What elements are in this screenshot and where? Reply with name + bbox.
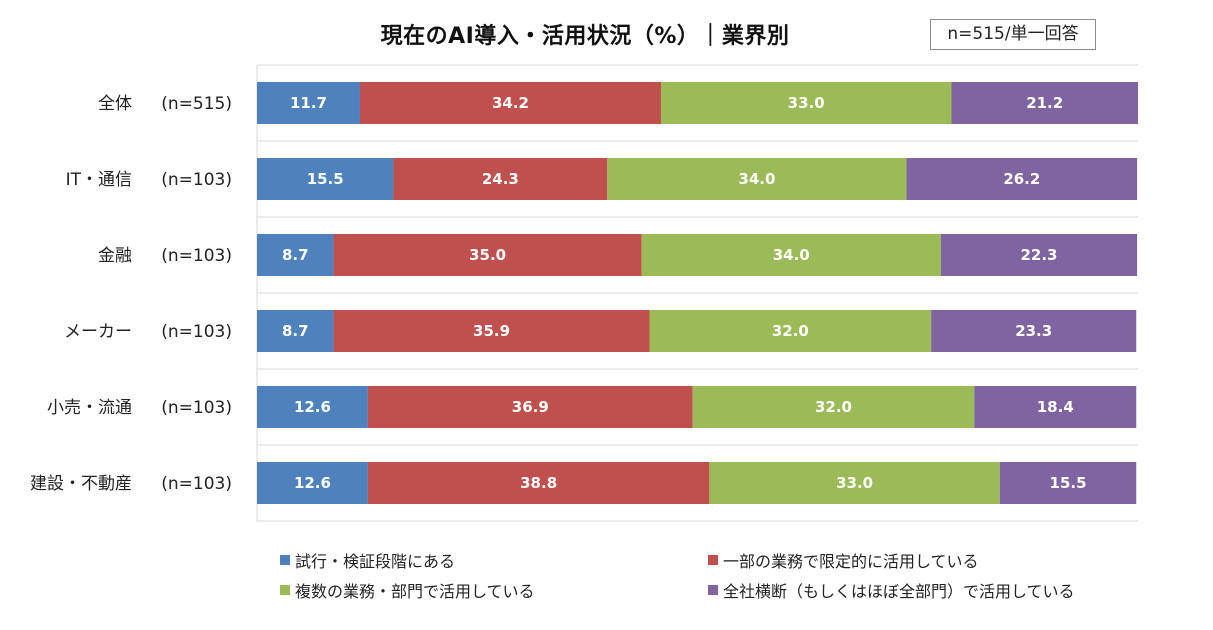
bar-segment	[333, 234, 642, 276]
category-label: IT・通信	[66, 170, 132, 190]
category-sample-size: (n=515)	[161, 94, 232, 114]
data-label: 15.5	[1050, 474, 1087, 492]
data-label: 12.6	[294, 474, 331, 492]
category-labels: 全体 (n=515) IT・通信 (n=103) 金融 (n=103) メーカー (n=103…	[30, 94, 232, 494]
data-label: 23.3	[1015, 322, 1052, 340]
bar-segment	[641, 234, 941, 276]
sample-size-note: n=515/単一回答	[930, 19, 1096, 50]
bar-segment	[974, 386, 1137, 428]
bar-segment	[999, 462, 1137, 504]
bar-segment	[660, 82, 952, 124]
category-sample-size: (n=103)	[161, 474, 232, 494]
bar-segment	[709, 462, 1000, 504]
legend-swatch-blue	[280, 555, 290, 565]
data-label: 12.6	[294, 398, 331, 416]
data-label: 8.7	[282, 246, 309, 264]
bar-segment	[607, 158, 907, 200]
data-label: 35.9	[473, 322, 510, 340]
bars: 11.7 34.2 33.0 21.2 15.5 24.3 34.0 26.2 8.7 35.0 3…	[257, 82, 1138, 504]
category-sample-size: (n=103)	[161, 170, 232, 190]
bar-segment	[359, 82, 661, 124]
legend-swatch-red	[708, 555, 718, 565]
bar-segment	[257, 462, 368, 504]
data-label: 8.7	[282, 322, 309, 340]
legend-item-company-wide: 全社横断（もしくはほぼ全部門）で活用している	[708, 578, 1075, 602]
bar-segment	[367, 386, 693, 428]
data-label: 26.2	[1003, 170, 1040, 188]
category-sample-size: (n=103)	[161, 398, 232, 418]
bar-segment	[931, 310, 1137, 352]
bar-segment	[940, 234, 1138, 276]
data-label: 36.9	[512, 398, 549, 416]
data-label: 33.0	[836, 474, 873, 492]
legend-label: 一部の業務で限定的に活用している	[723, 552, 979, 571]
legend-item-partial: 一部の業務で限定的に活用している	[708, 548, 979, 572]
bar-segment	[906, 158, 1138, 200]
category-label: 全体	[98, 94, 132, 114]
bar-segment	[393, 158, 608, 200]
category-label: 建設・不動産	[30, 474, 132, 494]
legend-swatch-purple	[708, 585, 718, 595]
category-label: 金融	[98, 246, 132, 266]
bar-segment	[257, 82, 360, 124]
bar-segment	[367, 462, 710, 504]
data-label: 35.0	[469, 246, 506, 264]
data-label: 33.0	[788, 94, 825, 112]
data-label: 22.3	[1020, 246, 1057, 264]
category-sample-size: (n=103)	[161, 246, 232, 266]
category-label: 小売・流通	[47, 398, 132, 418]
bar-segment	[257, 310, 334, 352]
data-label: 24.3	[482, 170, 519, 188]
data-label: 32.0	[772, 322, 809, 340]
legend-label: 試行・検証段階にある	[295, 552, 456, 571]
data-label: 38.8	[520, 474, 557, 492]
chart-title: 現在のAI導入・活用状況（%）｜業界別	[380, 24, 790, 49]
bar-segment	[257, 158, 394, 200]
bar-segment	[257, 234, 334, 276]
data-label: 34.2	[492, 94, 529, 112]
legend-label: 複数の業務・部門で活用している	[295, 582, 535, 601]
legend-label: 全社横断（もしくはほぼ全部門）で活用している	[723, 582, 1075, 601]
data-label: 34.0	[738, 170, 775, 188]
legend-swatch-green	[280, 585, 290, 595]
category-label: メーカー	[64, 322, 132, 342]
data-label: 34.0	[773, 246, 810, 264]
bar-segment	[257, 386, 368, 428]
legend-item-multiple: 複数の業務・部門で活用している	[280, 578, 535, 602]
data-label: 21.2	[1026, 94, 1063, 112]
bar-segment	[951, 82, 1138, 124]
legend-item-trial: 試行・検証段階にある	[280, 548, 455, 572]
bar-segment	[649, 310, 932, 352]
data-label: 18.4	[1037, 398, 1074, 416]
data-label: 15.5	[307, 170, 344, 188]
data-label: 32.0	[815, 398, 852, 416]
grid-lines	[256, 64, 1138, 522]
bar-segment	[333, 310, 650, 352]
category-sample-size: (n=103)	[161, 322, 232, 342]
bar-segment	[692, 386, 975, 428]
data-label: 11.7	[290, 94, 327, 112]
